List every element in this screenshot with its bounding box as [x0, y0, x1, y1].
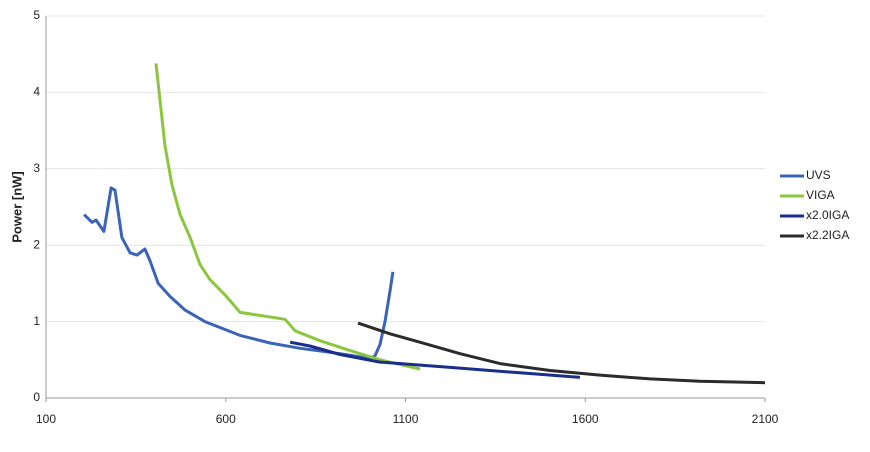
- x-tick-label: 2100: [752, 412, 779, 426]
- legend-label: x2.0IGA: [806, 208, 849, 222]
- series-line: [154, 63, 421, 371]
- y-tick-label: 1: [33, 314, 40, 328]
- series-line: [289, 340, 581, 379]
- x-tick-label: 1600: [572, 412, 599, 426]
- y-axis-title: Power [nW]: [9, 171, 24, 243]
- y-tick-label: 0: [33, 390, 40, 404]
- y-tick-label: 5: [33, 8, 40, 22]
- y-tick-label: 3: [33, 161, 40, 175]
- x-tick-label: 1100: [393, 412, 419, 426]
- y-tick-label: 2: [33, 237, 40, 251]
- legend-label: VIGA: [806, 188, 835, 202]
- x-tick-label: 600: [216, 412, 236, 426]
- x-tick-label: 100: [36, 412, 56, 426]
- legend-label: UVS: [806, 168, 831, 182]
- series-line: [83, 186, 395, 360]
- y-tick-label: 4: [33, 85, 40, 99]
- series-line: [357, 321, 766, 385]
- legend-label: x2.2IGA: [806, 228, 849, 242]
